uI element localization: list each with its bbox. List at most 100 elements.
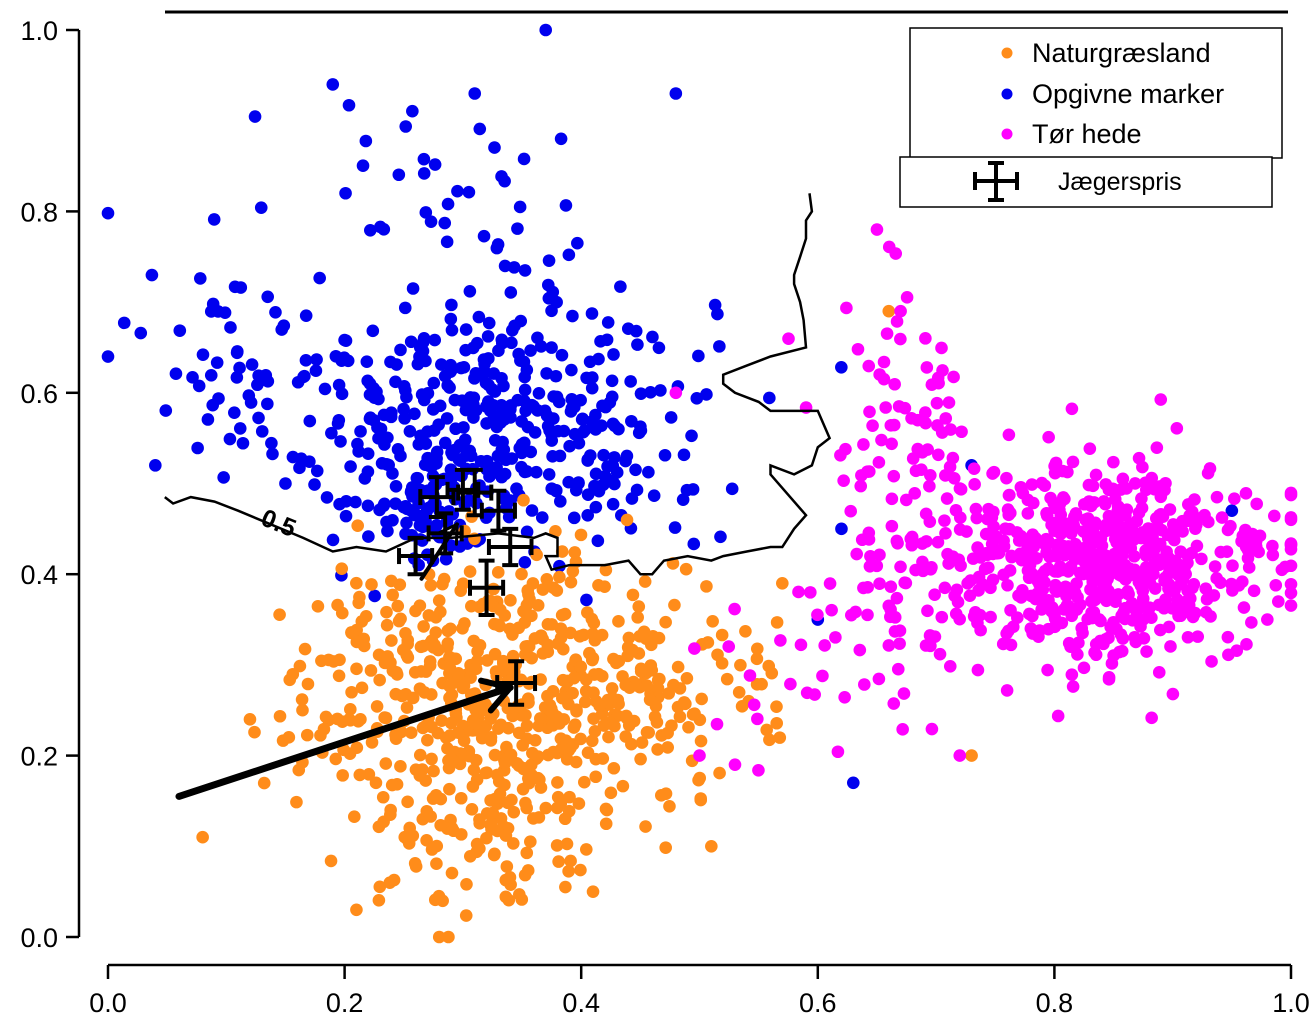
data-point [487, 410, 501, 423]
data-point [755, 677, 768, 691]
data-point [507, 261, 521, 274]
data-point [521, 399, 534, 412]
data-point [488, 141, 501, 154]
data-point [713, 766, 726, 780]
data-point [763, 391, 776, 405]
data-point [374, 220, 387, 234]
data-point [776, 576, 789, 590]
data-point [1135, 492, 1148, 505]
data-point [643, 693, 657, 707]
data-point [897, 687, 911, 700]
data-point [339, 495, 353, 508]
data-point [908, 487, 922, 500]
data-point [638, 575, 652, 588]
data-point [1042, 430, 1055, 444]
x-tick-label: 1.0 [1272, 988, 1310, 1018]
data-point [269, 305, 282, 319]
data-point [1284, 513, 1298, 527]
data-point [1266, 539, 1279, 553]
data-point [1261, 613, 1274, 626]
data-point [1069, 507, 1083, 520]
data-point [378, 711, 391, 724]
data-point [492, 775, 506, 788]
data-point [949, 607, 963, 621]
data-point [625, 492, 639, 505]
data-point [984, 610, 997, 624]
data-point [943, 460, 957, 474]
data-point [456, 621, 469, 635]
data-point [531, 750, 545, 763]
data-point [327, 655, 340, 668]
data-point [521, 584, 535, 597]
series-t-r-hede [669, 223, 1298, 777]
data-point [661, 726, 674, 740]
x-tick-label: 0.4 [562, 988, 600, 1018]
data-point [574, 660, 588, 674]
data-point [540, 572, 554, 586]
data-point [380, 618, 394, 632]
data-point [521, 420, 535, 434]
data-point [784, 677, 797, 691]
legend-box-jaegerspris [899, 156, 1273, 208]
data-point [397, 402, 410, 416]
data-point [652, 341, 666, 355]
data-point [513, 200, 527, 214]
data-point [885, 437, 898, 451]
data-point [299, 309, 313, 322]
data-point [248, 110, 262, 123]
data-point [677, 448, 691, 462]
data-point [279, 477, 292, 490]
data-point [1174, 545, 1187, 558]
data-point [224, 321, 237, 334]
data-point [1181, 584, 1194, 598]
data-point [444, 312, 458, 326]
data-point [861, 465, 874, 478]
data-point [413, 682, 427, 695]
data-point [193, 272, 207, 285]
data-point [233, 422, 247, 435]
data-point [976, 577, 989, 591]
data-point [273, 709, 287, 723]
y-tick-label: 0.2 [20, 742, 58, 772]
data-point [943, 659, 957, 673]
data-point [1085, 611, 1099, 625]
series-naturgr-sland [196, 304, 978, 944]
data-point [517, 761, 531, 775]
data-point [572, 476, 585, 489]
data-point [640, 679, 654, 692]
data-point [252, 411, 265, 425]
data-point [581, 508, 595, 522]
data-point [201, 413, 215, 426]
data-point [554, 622, 568, 635]
data-point [971, 663, 985, 677]
data-point [363, 388, 377, 402]
data-point [400, 516, 413, 530]
legend-label-tor-hede: Tør hede [1032, 119, 1142, 149]
data-point [299, 354, 313, 367]
data-point [1132, 575, 1146, 589]
data-point [421, 733, 434, 747]
data-point [365, 736, 379, 749]
data-point [965, 749, 978, 762]
data-point [1136, 592, 1150, 605]
data-point [1002, 624, 1015, 638]
data-point [875, 433, 888, 447]
data-point [597, 448, 610, 462]
data-point [480, 831, 493, 845]
data-point [1161, 528, 1175, 542]
data-point [890, 315, 904, 328]
data-point [497, 379, 510, 393]
data-point [486, 806, 500, 820]
data-point [401, 633, 415, 647]
data-point [389, 479, 403, 493]
data-point [488, 847, 501, 861]
data-point [1041, 534, 1055, 548]
data-point [245, 358, 259, 371]
data-point [547, 581, 560, 595]
data-point [295, 693, 309, 706]
data-point [986, 467, 999, 480]
data-point [680, 483, 694, 497]
data-point [468, 87, 482, 100]
data-point [349, 495, 362, 509]
